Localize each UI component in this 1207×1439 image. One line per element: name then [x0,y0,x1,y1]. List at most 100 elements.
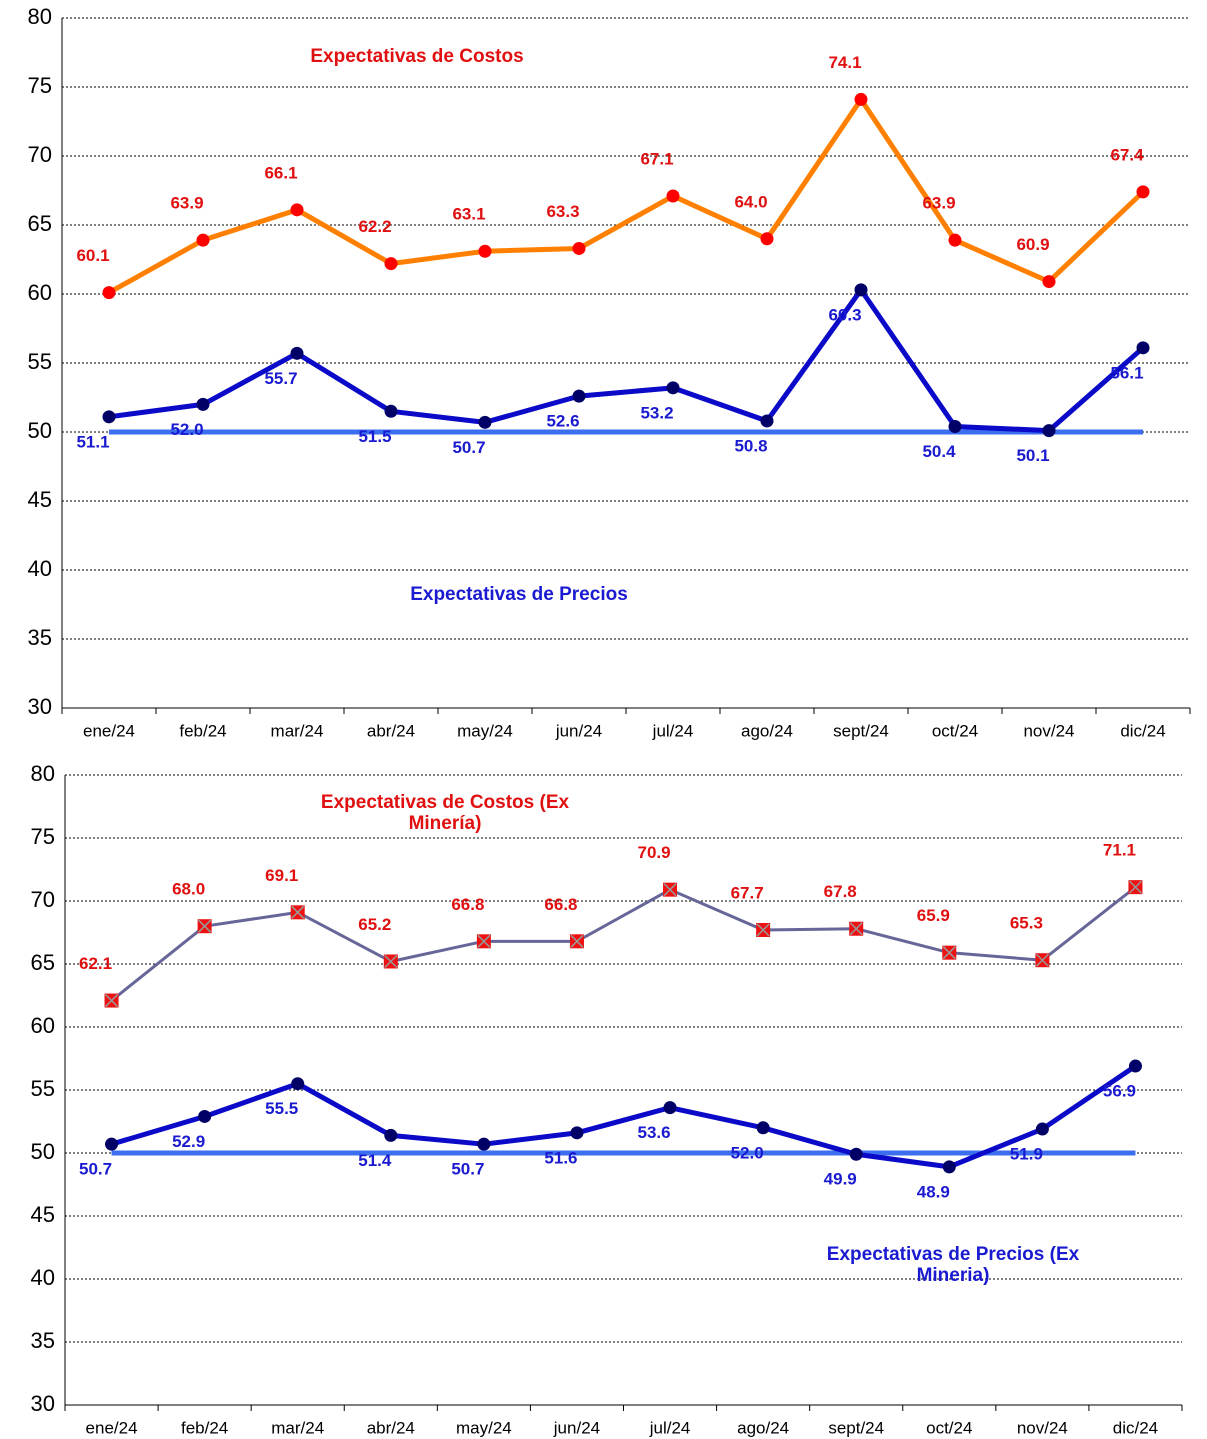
series-label: Expectativas de Costos [310,46,524,67]
series-label-box: Expectativas de Costos [310,46,524,67]
data-label: 65.9 [917,906,950,925]
x-tick-label: abr/24 [367,1418,415,1437]
data-label: 53.6 [637,1123,670,1142]
marker [569,934,584,949]
data-label: 50.4 [922,442,956,461]
y-tick-label: 55 [28,349,52,374]
marker [384,404,398,418]
data-label: 68.0 [172,880,205,899]
marker [572,241,586,255]
data-label: 52.6 [546,412,579,431]
marker [196,397,210,411]
marker [196,233,210,247]
marker-cross [291,905,305,919]
marker [948,233,962,247]
marker [1035,953,1050,968]
y-tick-label: 65 [28,211,52,236]
marker [942,1160,956,1174]
x-tick-label: jul/24 [652,721,694,740]
data-label: 52.0 [731,1143,764,1162]
marker [1035,1122,1049,1136]
data-label: 67.7 [731,883,764,902]
y-tick-label: 45 [28,487,52,512]
x-tick-label: nov/24 [1017,1418,1068,1437]
data-label: 56.9 [1103,1082,1136,1101]
data-label: 63.9 [170,194,203,213]
x-tick-label: oct/24 [932,721,978,740]
data-label: 53.2 [640,403,673,422]
marker-cross [663,883,677,897]
marker [478,415,492,429]
y-tick-label: 60 [28,280,52,305]
data-label: 50.7 [451,1160,484,1179]
x-tick-label: may/24 [457,721,513,740]
series-label: Expectativas de Precios (Ex Mineria) [826,1244,1080,1286]
series-label-box: Expectativas de Costos (Ex Minería) [321,792,569,834]
series-line [110,885,1137,1002]
y-tick-label: 70 [28,142,52,167]
data-label: 69.1 [265,866,298,885]
y-tick-label: 80 [28,4,52,29]
marker [476,934,491,949]
data-label: 65.3 [1010,914,1043,933]
marker [854,283,868,297]
x-tick-label: dic/24 [1113,1418,1158,1437]
data-label: 66.8 [451,895,484,914]
y-tick-label: 50 [31,1139,55,1164]
data-label: 51.9 [1010,1145,1043,1164]
marker [290,905,305,920]
y-tick-label: 55 [31,1076,55,1101]
y-tick-label: 30 [31,1391,55,1416]
marker [849,1147,863,1161]
x-tick-label: mar/24 [271,721,324,740]
marker [1128,1059,1142,1073]
data-label: 62.1 [79,954,112,973]
x-tick-label: feb/24 [181,1418,228,1437]
x-tick-label: ago/24 [737,1418,789,1437]
x-tick-label: jul/24 [649,1418,691,1437]
marker [1042,424,1056,438]
marker [756,922,771,937]
data-label: 48.9 [917,1182,950,1201]
data-label: 65.2 [358,915,391,934]
data-label: 50.1 [1016,446,1049,465]
marker [1136,185,1150,199]
marker-cross [477,934,491,948]
y-tick-label: 75 [28,73,52,98]
x-tick-label: jun/24 [553,1418,600,1437]
marker [104,993,119,1008]
data-label: 66.8 [544,895,577,914]
marker [570,1126,584,1140]
y-tick-label: 75 [31,824,55,849]
marker-cross [570,934,584,948]
data-label: 60.3 [828,305,861,324]
marker [1136,341,1150,355]
marker-cross [105,994,119,1008]
y-tick-label: 80 [31,761,55,786]
marker [948,419,962,433]
data-label: 49.9 [824,1170,857,1189]
y-tick-label: 30 [28,694,52,719]
marker [102,286,116,300]
marker [663,882,678,897]
x-tick-label: sept/24 [828,1418,884,1437]
marker-cross [1128,880,1142,894]
data-label: 51.5 [358,427,391,446]
y-tick-label: 65 [31,950,55,975]
marker [198,1109,212,1123]
data-label: 64.0 [734,192,767,211]
marker [197,919,212,934]
marker [477,1137,491,1151]
data-label: 66.1 [264,163,297,182]
marker [942,945,957,960]
series-label-box: Expectativas de Precios [410,584,628,605]
series-line [110,1063,1137,1170]
x-tick-label: ago/24 [741,721,793,740]
x-tick-label: nov/24 [1023,721,1074,740]
marker [105,1137,119,1151]
data-label: 60.9 [1016,235,1049,254]
marker [760,232,774,246]
marker [478,244,492,258]
data-label: 62.2 [358,217,391,236]
marker [666,189,680,203]
